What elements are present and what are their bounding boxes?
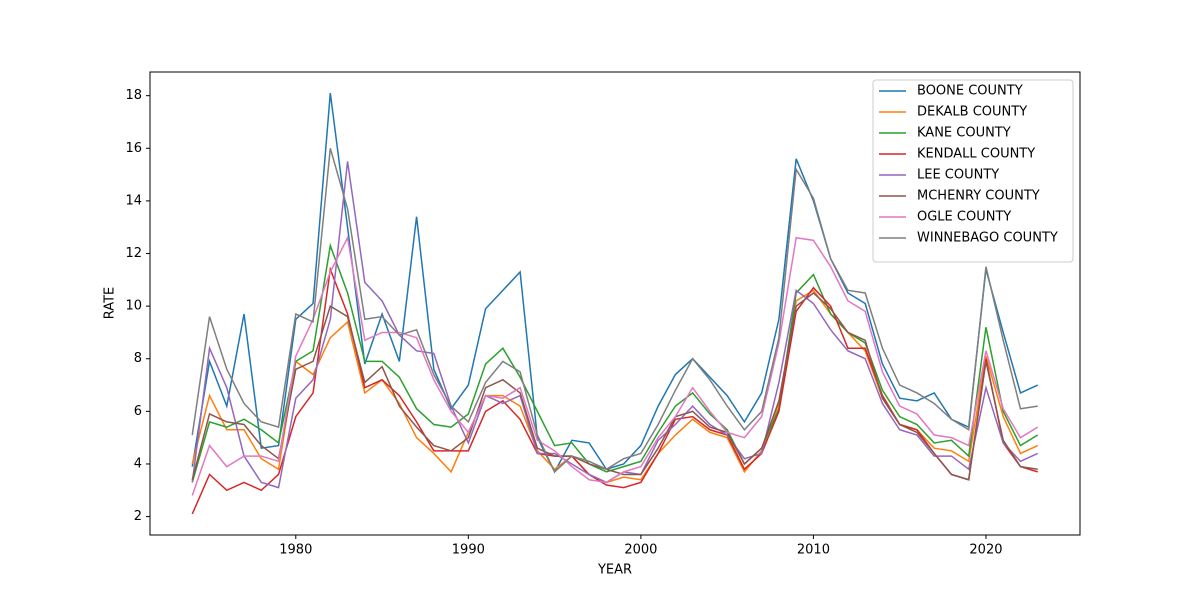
x-tick-label: 1990 — [452, 543, 485, 558]
legend-label: KENDALL COUNTY — [917, 147, 1035, 162]
legend-label: KANE COUNTY — [917, 126, 1011, 141]
y-axis-label: RATE — [103, 287, 118, 320]
series-line — [191, 148, 1038, 474]
legend-box — [872, 79, 1074, 263]
y-tick-label: 16 — [125, 141, 142, 156]
legend-label: LEE COUNTY — [917, 168, 999, 183]
legend-label: WINNEBAGO COUNTY — [917, 231, 1058, 246]
plot-frame — [149, 71, 1081, 536]
legend-label: BOONE COUNTY — [917, 84, 1023, 99]
y-tick-label: 2 — [134, 509, 142, 524]
x-axis-label: YEAR — [597, 563, 632, 578]
series-line — [191, 92, 1039, 474]
series-line — [191, 242, 1039, 483]
y-tick-label: 10 — [125, 299, 142, 314]
series-line — [191, 235, 1039, 496]
legend-label: OGLE COUNTY — [917, 210, 1011, 225]
x-tick-label: 1980 — [279, 543, 312, 558]
y-tick-label: 4 — [134, 456, 142, 471]
x-tick-label: 2020 — [969, 543, 1002, 558]
x-tick-label: 2000 — [624, 543, 657, 558]
series-line — [191, 289, 1039, 484]
legend-label: DEKALB COUNTY — [917, 105, 1027, 120]
legend-label: MCHENRY COUNTY — [917, 189, 1040, 204]
y-tick-label: 18 — [125, 88, 142, 103]
y-tick-label: 6 — [134, 404, 142, 419]
y-tick-label: 14 — [125, 193, 142, 208]
y-tick-label: 12 — [125, 246, 142, 261]
y-tick-label: 8 — [134, 351, 142, 366]
series-line — [191, 292, 1038, 481]
x-tick-label: 2010 — [797, 543, 830, 558]
